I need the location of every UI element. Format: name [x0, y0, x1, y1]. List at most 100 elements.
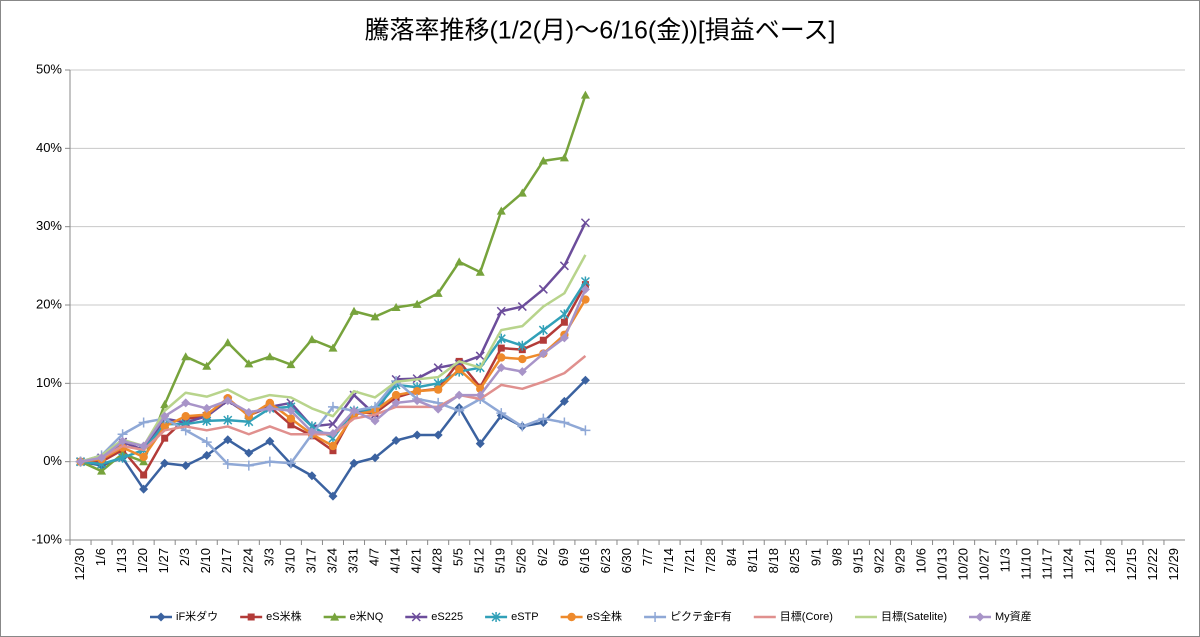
legend-label: My資産: [995, 610, 1032, 623]
x-tick-label: 12/29: [1166, 548, 1181, 581]
y-tick-label: 40%: [36, 140, 62, 155]
legend-label: 目標(Core): [780, 609, 833, 623]
x-tick-label: 8/25: [787, 548, 802, 573]
marker: [201, 437, 212, 448]
marker: [244, 448, 254, 458]
x-tick-label: 2/3: [177, 548, 192, 566]
x-tick-label: 6/2: [535, 548, 550, 566]
marker: [538, 284, 548, 294]
marker: [475, 390, 485, 400]
x-tick-label: 10/6: [913, 548, 928, 573]
marker: [138, 417, 149, 428]
marker: [244, 407, 254, 417]
marker: [181, 352, 191, 361]
legend-label: 目標(Satelite): [881, 609, 947, 623]
marker: [327, 401, 338, 412]
y-tick-label: 0%: [43, 453, 62, 468]
marker: [559, 333, 569, 343]
marker: [496, 306, 506, 316]
x-tick-label: 6/23: [598, 548, 613, 573]
x-tick-label: 12/8: [1103, 548, 1118, 573]
x-tick-label: 1/13: [114, 548, 129, 573]
marker: [559, 261, 569, 271]
x-tick-label: 10/27: [977, 548, 992, 581]
marker: [559, 309, 569, 320]
marker: [517, 367, 527, 377]
x-tick-label: 5/5: [451, 548, 466, 566]
marker: [538, 325, 548, 336]
marker: [517, 302, 527, 312]
marker: [581, 295, 590, 304]
marker: [118, 452, 128, 463]
marker: [433, 385, 443, 394]
marker: [517, 340, 527, 351]
x-tick-label: 11/10: [1019, 548, 1034, 580]
marker: [223, 435, 233, 445]
marker: [580, 276, 590, 287]
marker: [202, 450, 212, 460]
marker: [497, 344, 505, 352]
marker: [222, 459, 233, 470]
marker: [370, 401, 381, 412]
marker: [412, 299, 422, 308]
marker: [370, 416, 380, 426]
marker: [517, 421, 528, 432]
marker: [140, 471, 148, 479]
marker: [202, 361, 212, 370]
x-tick-label: 3/3: [261, 548, 276, 566]
legend-label: eS全株: [587, 609, 622, 623]
marker: [139, 457, 149, 466]
x-tick-label: 3/10: [282, 548, 297, 573]
legend: iF米ダウ eS米株 e米NQ eS225 eSTP eS全株 ピクテ金F有 目標(Core)…: [150, 609, 1032, 623]
marker: [538, 349, 548, 359]
marker: [76, 457, 86, 467]
y-tick-label: 30%: [36, 218, 62, 233]
marker: [538, 156, 548, 165]
marker: [265, 436, 275, 446]
x-tick-label: 7/21: [682, 548, 697, 573]
x-tick-label: 6/16: [577, 548, 592, 573]
marker: [391, 390, 401, 400]
marker: [454, 405, 465, 416]
marker: [391, 436, 401, 446]
marker: [412, 430, 422, 440]
x-tick-label: 12/15: [1124, 548, 1139, 581]
marker: [650, 612, 661, 622]
chart-title: 騰落率推移(1/2(月)～6/16(金))[損益ベース]: [364, 17, 835, 45]
marker: [370, 312, 380, 321]
x-tick-label: 7/7: [640, 548, 655, 566]
x-tick-label: 11/24: [1061, 548, 1076, 580]
x-tick-label: 2/24: [240, 548, 255, 573]
marker: [580, 284, 590, 294]
marker: [370, 453, 380, 463]
x-tick-label: 8/4: [724, 548, 739, 566]
marker: [139, 484, 149, 494]
marker: [580, 425, 591, 436]
marker: [412, 396, 422, 406]
legend-label: eS225: [431, 611, 463, 623]
marker: [559, 396, 569, 406]
marker: [285, 458, 296, 469]
legend-label: iF米ダウ: [176, 609, 218, 623]
marker: [97, 466, 107, 475]
x-tick-label: 4/21: [409, 548, 424, 573]
marker: [307, 334, 317, 344]
x-tick-label: 12/22: [1145, 548, 1160, 581]
y-tick-label: -10%: [32, 531, 63, 546]
marker: [411, 612, 421, 622]
marker: [97, 453, 107, 463]
marker: [244, 359, 254, 368]
marker: [475, 439, 485, 449]
marker: [975, 612, 985, 622]
marker: [287, 421, 295, 429]
marker: [223, 415, 233, 426]
legend-label: eS米株: [266, 609, 301, 623]
marker: [223, 338, 233, 347]
marker: [160, 399, 170, 409]
series-line: [80, 254, 587, 463]
x-tick-label: 8/11: [745, 548, 760, 572]
marker: [491, 612, 501, 622]
marker: [329, 447, 337, 455]
x-tick-label: 10/13: [935, 548, 950, 581]
